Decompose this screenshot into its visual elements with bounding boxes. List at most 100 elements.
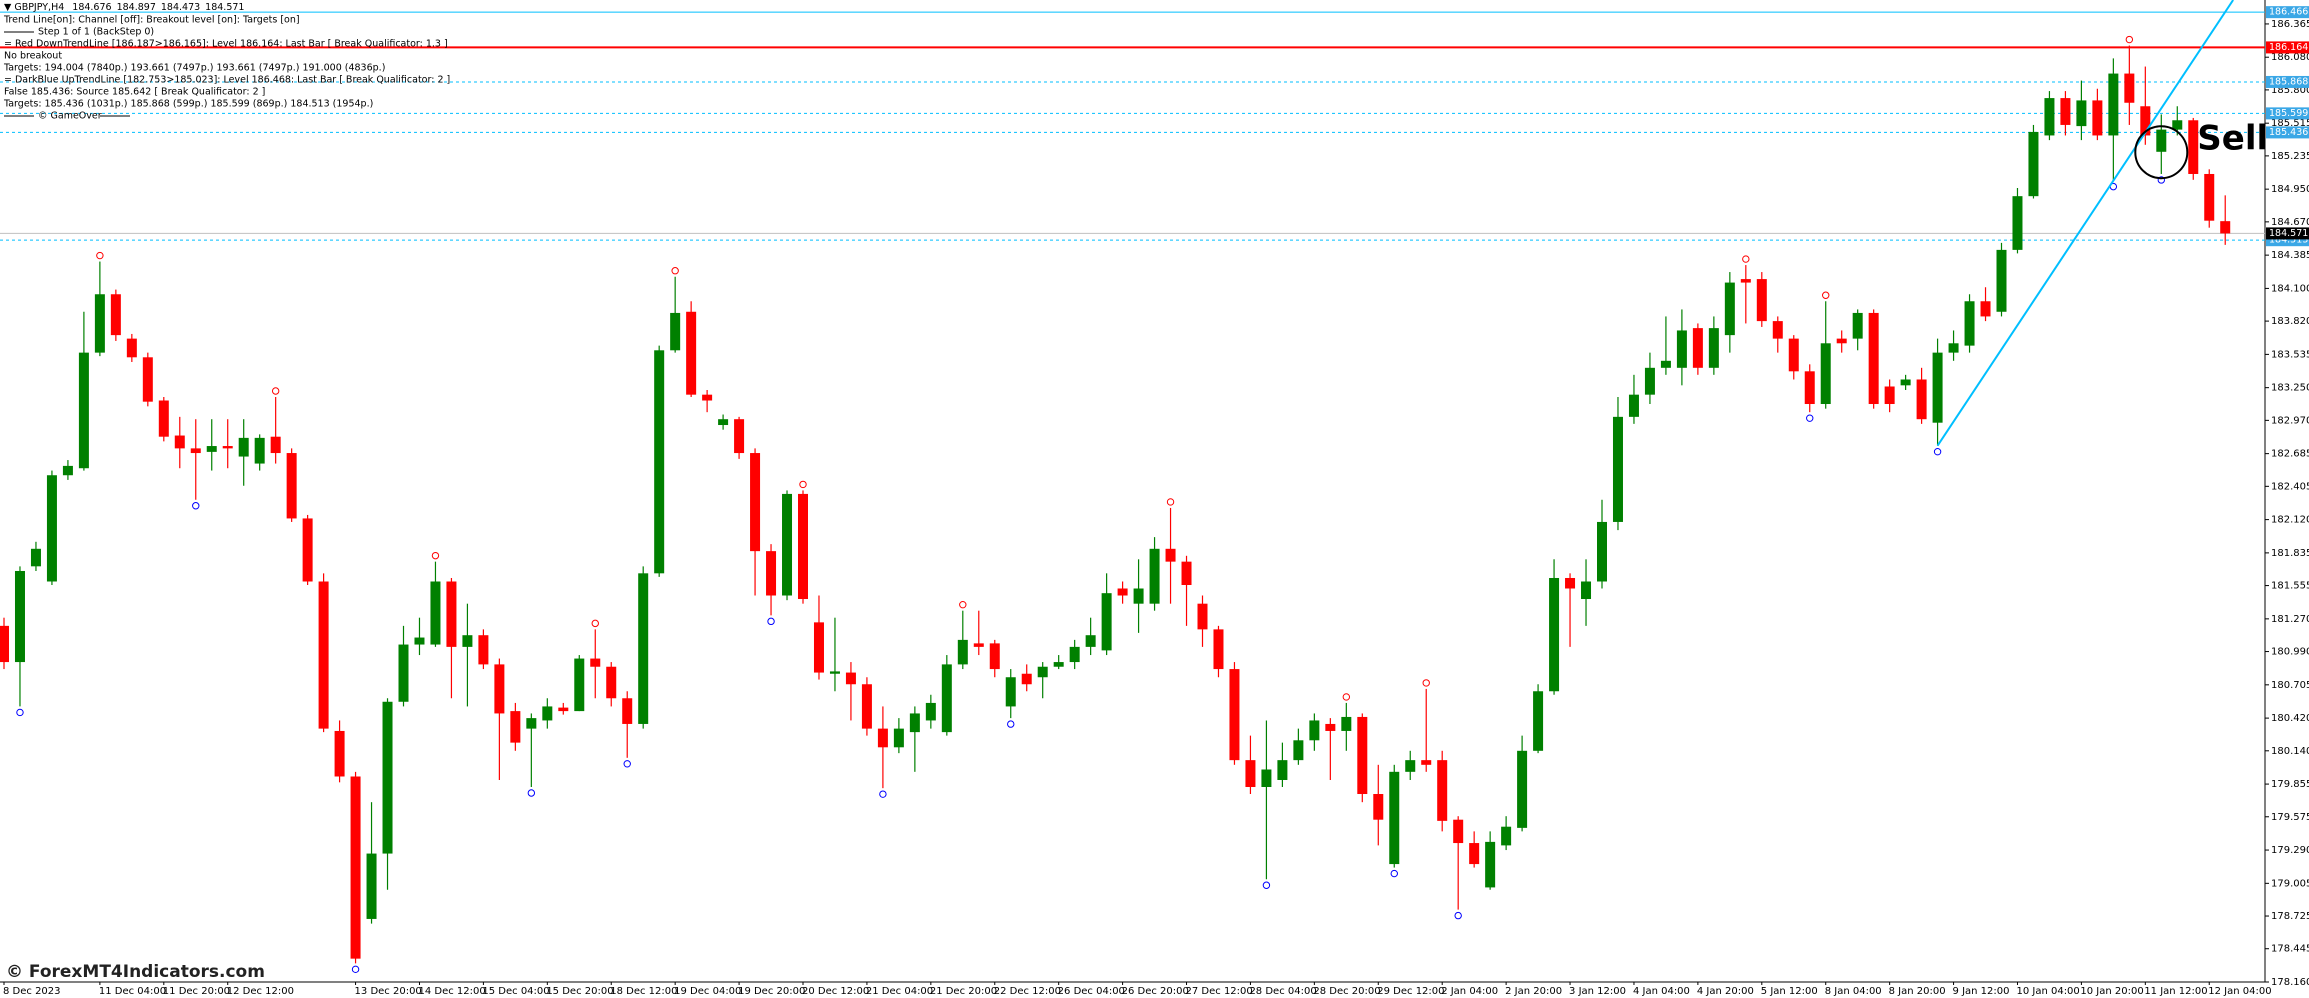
candle-body xyxy=(526,718,537,729)
fractal-up xyxy=(1822,291,1830,299)
header: ▼ GBPJPY,H4 184.676 184.897 184.473 184.571 xyxy=(4,2,244,13)
candle-body xyxy=(190,448,201,454)
candle-body xyxy=(1133,588,1144,604)
candle-body xyxy=(1037,666,1048,678)
candle-body xyxy=(798,493,808,600)
x-tick-label: 8 Dec 2023 xyxy=(3,986,61,997)
candle-body xyxy=(1612,416,1623,522)
y-tick-label: 185.235 xyxy=(2271,151,2309,162)
candle-body xyxy=(558,707,569,712)
price-tag xyxy=(2266,126,2309,139)
candle-body xyxy=(286,453,297,519)
header-open: 184.676 xyxy=(72,2,111,13)
candle-body xyxy=(2172,120,2183,130)
fractal-up xyxy=(1342,693,1351,701)
price-tag xyxy=(2266,75,2309,88)
x-tick-label: 27 Dec 12:00 xyxy=(1186,986,1253,997)
candle-body xyxy=(158,400,169,437)
candle-body xyxy=(1692,328,1703,368)
candle-body xyxy=(1756,279,1767,322)
y-tick-label: 184.950 xyxy=(2271,184,2309,195)
x-tick-label: 2 Jan 20:00 xyxy=(1505,986,1562,997)
header-high: 184.897 xyxy=(117,2,156,13)
fractal-down xyxy=(1806,414,1814,422)
candle-body xyxy=(222,446,233,449)
x-tick-label: 28 Dec 20:00 xyxy=(1313,986,1380,997)
fractal-up xyxy=(591,619,599,628)
candle-body xyxy=(2012,196,2023,250)
candle-body xyxy=(1485,841,1496,888)
y-tick-label: 182.405 xyxy=(2271,481,2309,492)
candle-body xyxy=(462,635,473,647)
y-tick-label: 178.725 xyxy=(2271,911,2309,922)
candle-body xyxy=(941,664,952,733)
candle-body xyxy=(957,639,968,665)
info-line: © GameOver xyxy=(38,111,102,122)
y-tick-label: 182.120 xyxy=(2271,515,2309,526)
candle-body xyxy=(2156,129,2167,152)
fractal-down xyxy=(623,760,631,768)
info-panel: ▼ GBPJPY,H4 184.676 184.897 184.473 184.571 … xyxy=(3,2,450,122)
candle-body xyxy=(734,419,745,454)
candle-body xyxy=(1053,662,1064,667)
candle-body xyxy=(1357,716,1368,795)
candle-body xyxy=(398,644,409,702)
candle-body xyxy=(2060,98,2071,125)
fractal-up xyxy=(799,480,807,489)
candle-body xyxy=(206,446,217,452)
candle-body xyxy=(382,701,393,854)
y-tick-label: 180.705 xyxy=(2271,680,2309,691)
candle-body xyxy=(861,684,872,729)
y-tick-label: 178.160 xyxy=(2271,977,2309,988)
candle-body xyxy=(1389,771,1400,865)
fractal-down xyxy=(16,708,24,717)
candle-body xyxy=(110,294,121,336)
candle-body xyxy=(909,713,920,733)
fractal-down xyxy=(1262,881,1271,889)
candle-body xyxy=(2140,106,2151,136)
y-tick-label: 186.080 xyxy=(2271,52,2309,63)
x-tick-label: 15 Dec 04:00 xyxy=(482,986,549,997)
x-tick-label: 4 Jan 04:00 xyxy=(1633,986,1690,997)
candle-body xyxy=(718,419,729,426)
y-tick-label: 186.365 xyxy=(2271,19,2309,30)
price-tag xyxy=(2266,6,2309,19)
price-tag xyxy=(2266,107,2309,120)
candle-body xyxy=(1309,720,1320,741)
candle-body xyxy=(1501,826,1512,846)
candle-body xyxy=(1581,581,1592,600)
candle-body xyxy=(1916,379,1927,420)
candle-body xyxy=(2092,100,2103,136)
info-line: = Red DownTrendLine [186.187>186.165]: L… xyxy=(4,39,448,50)
y-tick-label: 181.270 xyxy=(2271,614,2309,625)
fractal-up xyxy=(431,551,440,560)
candle-body xyxy=(2204,173,2215,221)
fractal-up xyxy=(271,387,280,395)
candle-body xyxy=(1421,760,1432,765)
candle-body xyxy=(845,672,856,685)
fractal-up xyxy=(959,600,967,609)
fractal-down xyxy=(2157,176,2166,184)
candle-body xyxy=(1101,593,1112,651)
candle-body xyxy=(1932,352,1943,423)
candle-body xyxy=(542,706,553,721)
candle-body xyxy=(1788,338,1799,372)
candle-body xyxy=(1245,760,1256,788)
candle-body xyxy=(1549,577,1560,692)
x-tick-label: 26 Dec 20:00 xyxy=(1122,986,1189,997)
candle-body xyxy=(2188,120,2199,174)
candle-body xyxy=(574,658,585,712)
y-tick-label: 181.555 xyxy=(2271,581,2309,592)
signal-circle xyxy=(2134,125,2189,180)
candle-body xyxy=(750,453,761,552)
candle-body xyxy=(1724,282,1735,336)
candle-body xyxy=(142,357,153,402)
x-tick-label: 22 Dec 12:00 xyxy=(994,986,1061,997)
candle-body xyxy=(30,548,41,567)
candle-body xyxy=(654,350,665,574)
x-tick-label: 19 Dec 04:00 xyxy=(674,986,741,997)
candle-body xyxy=(1021,673,1032,685)
candle-body xyxy=(1565,577,1576,589)
candle-body xyxy=(1660,360,1671,368)
fractal-down xyxy=(527,789,536,797)
